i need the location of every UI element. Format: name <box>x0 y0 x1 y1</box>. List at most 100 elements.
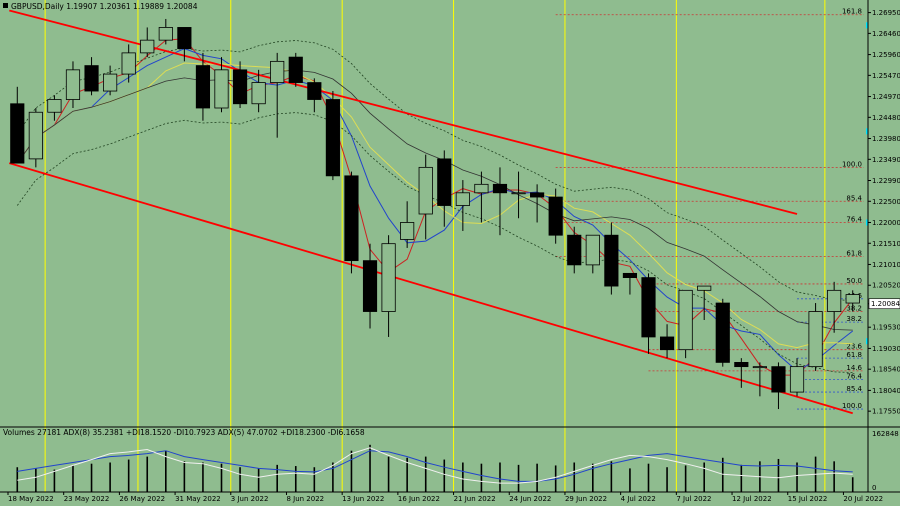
candle <box>827 289 842 312</box>
candle <box>307 82 322 100</box>
fib-level-label: 161.8 <box>842 8 862 16</box>
candle <box>400 222 415 240</box>
time-tick-label: 20 Jul 2022 <box>843 495 883 503</box>
candle <box>121 52 136 75</box>
fib-level-label: 76.4 <box>846 215 862 223</box>
candle <box>381 243 396 312</box>
candle <box>734 361 749 368</box>
candle <box>789 366 805 393</box>
candle <box>214 69 229 109</box>
candle <box>270 60 285 83</box>
bollinger-lower-line <box>16 112 853 373</box>
time-tick-label: 24 Jun 2022 <box>509 495 551 503</box>
time-tick-label: 23 May 2022 <box>64 495 110 503</box>
fib-level-label: 85.4 <box>846 385 862 393</box>
fib-level-label: 38.2 <box>846 305 862 313</box>
price-tick-label: 1.24480 <box>872 114 900 122</box>
candle <box>437 158 452 206</box>
ma-yellow-line <box>16 62 853 349</box>
candle <box>362 260 378 312</box>
time-tick-label: 21 Jun 2022 <box>454 495 496 503</box>
candle <box>288 56 303 83</box>
candle <box>195 65 211 109</box>
price-tick-label: 1.22990 <box>872 177 900 185</box>
candle <box>344 175 359 262</box>
candle <box>418 166 433 215</box>
fib-level-label: 76.4 <box>846 372 862 380</box>
fib-level-label: 85.4 <box>846 194 862 202</box>
candle <box>845 294 860 304</box>
candle <box>65 69 81 100</box>
candle <box>474 183 489 194</box>
price-tick-label: 1.22000 <box>872 219 900 227</box>
price-tick-label: 1.18540 <box>872 366 900 374</box>
chart-header: GBPUSD,Daily 1.19907 1.20361 1.19889 1.2… <box>11 2 198 11</box>
ma-black-line <box>16 69 853 331</box>
adx-blue-line <box>17 450 853 482</box>
candle <box>158 27 173 41</box>
price-tick-label: 1.23980 <box>872 135 900 143</box>
fib-level-label: 61.8 <box>846 249 862 257</box>
price-tick-label: 1.19030 <box>872 345 900 353</box>
candle <box>511 192 526 195</box>
candle <box>771 366 786 393</box>
fib-level-label: 100.0 <box>842 402 862 410</box>
time-tick-label: 15 Jul 2022 <box>788 495 828 503</box>
candle <box>697 285 712 291</box>
time-tick-label: 13 Jun 2022 <box>342 495 384 503</box>
bollinger-upper-line <box>16 40 853 301</box>
candle <box>715 302 730 363</box>
adx-white-line <box>17 447 853 484</box>
time-tick-label: 18 May 2022 <box>8 495 54 503</box>
price-tick-label: 1.26950 <box>872 9 900 17</box>
time-tick-label: 3 Jun 2022 <box>231 495 269 503</box>
candle <box>140 39 155 54</box>
candle <box>530 192 545 198</box>
price-tick-label: 1.18040 <box>872 387 900 395</box>
price-tick-label: 1.26460 <box>872 30 900 38</box>
time-tick-label: 31 May 2022 <box>175 495 221 503</box>
candle <box>678 289 693 351</box>
time-tick-label: 26 May 2022 <box>119 495 165 503</box>
symbol-marker-icon <box>3 3 8 8</box>
candle <box>28 111 43 160</box>
candle <box>177 27 192 50</box>
price-tick-label: 1.19530 <box>872 324 900 332</box>
price-axis-bg <box>868 0 900 492</box>
candle <box>232 69 248 105</box>
candle <box>567 234 582 266</box>
candle <box>84 65 99 92</box>
candle <box>548 196 563 236</box>
candle <box>659 336 675 351</box>
fib-level-label: 23.6 <box>846 343 862 351</box>
indicator-header: Volumes 27181 ADX(8) 35.2381 +DI18.1520 … <box>3 428 365 437</box>
candle <box>585 234 600 266</box>
time-tick-label: 29 Jun 2022 <box>565 495 607 503</box>
candle <box>641 277 656 338</box>
current-price-box <box>868 298 900 310</box>
candle <box>325 99 340 177</box>
candle <box>47 99 62 113</box>
candle <box>622 272 638 278</box>
candle <box>103 73 118 92</box>
price-tick-label: 1.23490 <box>872 156 900 164</box>
candle <box>604 234 619 287</box>
time-tick-label: 16 Jun 2022 <box>398 495 440 503</box>
price-tick-label: 1.22500 <box>872 198 900 206</box>
time-tick-label: 7 Jul 2022 <box>676 495 711 503</box>
time-tick-label: 12 Jul 2022 <box>732 495 772 503</box>
fib-level-label: 61.8 <box>846 351 862 359</box>
candle <box>251 82 266 105</box>
volume-zero-label: 0 <box>872 484 876 492</box>
fib-level-label: 14.6 <box>846 364 862 372</box>
current-price-label: 1.20084 <box>871 300 900 308</box>
fib-level-label: 50.0 <box>846 277 862 285</box>
price-tick-label: 1.21010 <box>872 261 900 269</box>
fib-level-label: 100.0 <box>842 160 862 168</box>
ma-blue-line <box>16 48 854 372</box>
price-tick-label: 1.17550 <box>872 408 900 416</box>
price-tick-label: 1.20520 <box>872 282 900 290</box>
